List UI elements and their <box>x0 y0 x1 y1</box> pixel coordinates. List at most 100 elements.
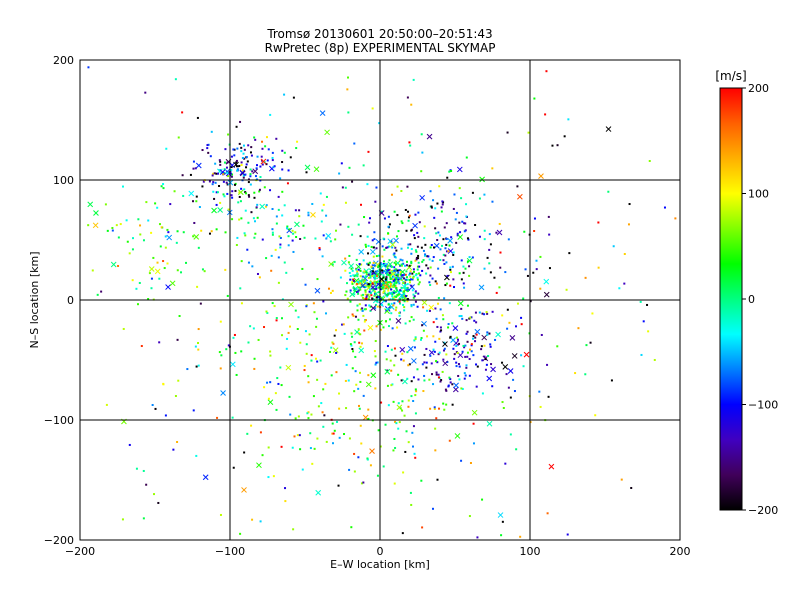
data-point-cross <box>367 324 374 331</box>
data-point <box>435 417 438 420</box>
data-point <box>138 281 141 284</box>
data-point <box>359 345 362 348</box>
data-point <box>451 322 454 325</box>
data-point <box>346 282 349 285</box>
data-point <box>448 302 451 305</box>
data-point <box>456 232 459 235</box>
data-point <box>247 181 250 184</box>
data-point <box>535 268 538 271</box>
data-point <box>331 422 334 425</box>
data-point-cross <box>358 249 365 255</box>
data-point <box>158 277 161 280</box>
data-point <box>413 452 416 455</box>
data-point <box>286 227 289 230</box>
data-point <box>396 269 399 272</box>
data-point <box>256 272 259 275</box>
data-point <box>198 206 201 209</box>
data-point <box>252 217 255 220</box>
data-point <box>253 236 256 239</box>
data-point <box>409 491 412 494</box>
data-point-cross <box>412 222 418 229</box>
data-point <box>385 276 388 279</box>
data-point-cross <box>411 358 417 364</box>
data-point <box>214 162 217 165</box>
data-point <box>424 253 427 256</box>
data-point <box>449 335 452 338</box>
data-point <box>307 375 310 378</box>
data-point <box>167 231 170 234</box>
data-point <box>423 379 426 382</box>
data-point <box>610 379 613 382</box>
data-point <box>414 388 417 391</box>
data-point <box>270 254 273 257</box>
data-point <box>440 329 443 332</box>
data-point <box>396 326 399 329</box>
data-point <box>409 144 412 147</box>
data-point <box>425 264 428 267</box>
data-point <box>381 286 384 289</box>
data-point <box>292 250 295 253</box>
data-point <box>383 260 386 263</box>
data-point <box>408 141 411 144</box>
data-point <box>354 355 357 358</box>
data-point <box>351 335 354 338</box>
data-point <box>464 267 467 270</box>
x-tick-label: −200 <box>65 545 95 558</box>
data-point <box>145 483 148 486</box>
data-point <box>193 221 196 224</box>
data-point <box>340 162 343 165</box>
data-point-cross <box>507 368 514 374</box>
data-point <box>333 429 336 432</box>
data-point <box>344 294 347 297</box>
data-point-cross <box>490 366 496 373</box>
data-point <box>271 159 274 162</box>
data-point <box>395 281 398 284</box>
data-point <box>235 373 238 376</box>
data-point-cross <box>442 341 448 347</box>
data-point <box>535 259 538 262</box>
data-point-cross <box>229 361 236 368</box>
data-point <box>411 431 414 434</box>
data-point <box>238 164 241 167</box>
data-point <box>397 290 400 293</box>
data-point <box>321 209 324 212</box>
data-point <box>480 345 483 348</box>
data-point <box>375 296 378 299</box>
data-point-cross <box>442 360 449 367</box>
data-point <box>429 407 432 410</box>
data-point <box>258 190 261 193</box>
data-point <box>208 180 211 183</box>
data-point <box>472 442 475 445</box>
data-point <box>240 260 243 263</box>
data-point-cross <box>486 375 493 382</box>
data-point <box>203 270 206 273</box>
data-point <box>594 414 597 417</box>
data-point <box>414 274 417 277</box>
data-point-cross <box>304 164 311 171</box>
data-point <box>430 244 433 247</box>
data-point <box>393 291 396 294</box>
data-point <box>212 181 215 184</box>
data-point <box>164 235 167 238</box>
data-point <box>468 274 471 277</box>
data-point <box>520 316 523 319</box>
data-point <box>462 265 465 268</box>
data-point <box>244 191 247 194</box>
data-point <box>136 303 139 306</box>
data-point <box>647 330 650 333</box>
data-point <box>226 183 229 186</box>
data-point <box>239 532 242 535</box>
data-point <box>416 231 419 234</box>
data-point <box>399 277 402 280</box>
data-point <box>392 304 395 307</box>
data-point <box>374 340 377 343</box>
data-point <box>265 257 268 260</box>
data-point <box>455 241 458 244</box>
data-point <box>491 310 494 313</box>
data-point <box>420 479 423 482</box>
data-point <box>563 135 566 138</box>
data-point <box>463 230 466 233</box>
data-point <box>351 180 354 183</box>
data-point <box>366 283 369 286</box>
data-point <box>452 207 455 210</box>
